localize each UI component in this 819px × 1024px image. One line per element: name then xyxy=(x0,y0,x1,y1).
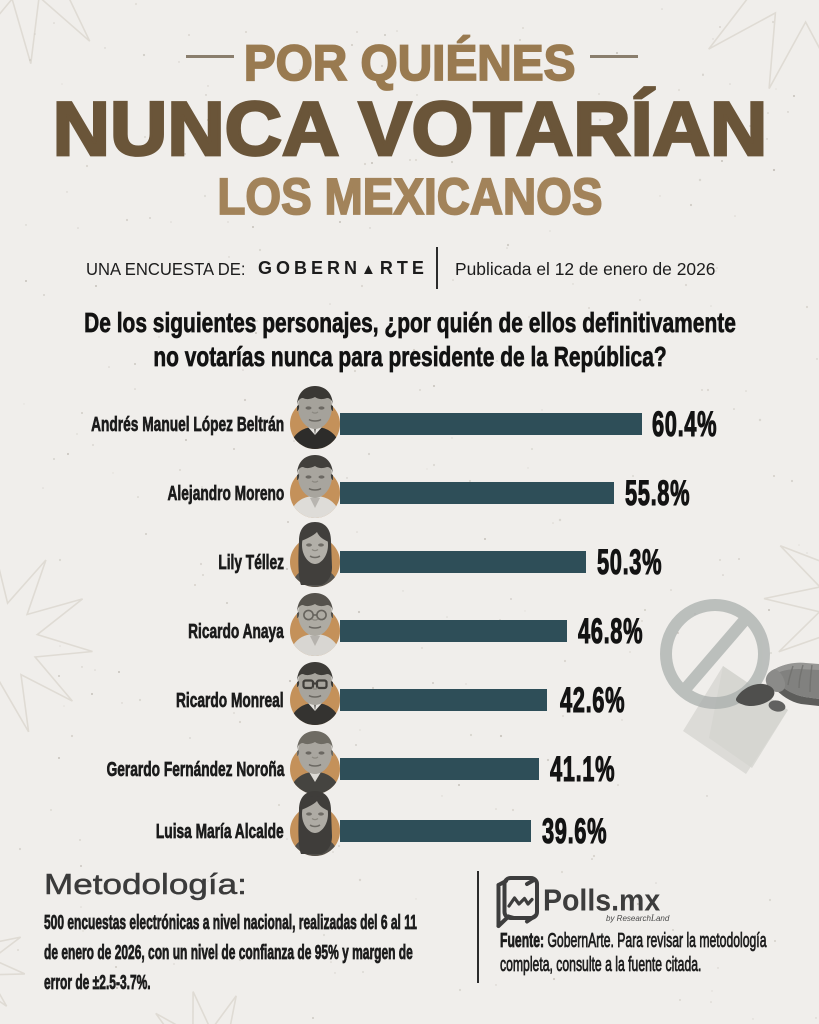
svg-text:by ResearchLand: by ResearchLand xyxy=(606,913,670,923)
svg-text:Polls.mx: Polls.mx xyxy=(543,883,661,917)
